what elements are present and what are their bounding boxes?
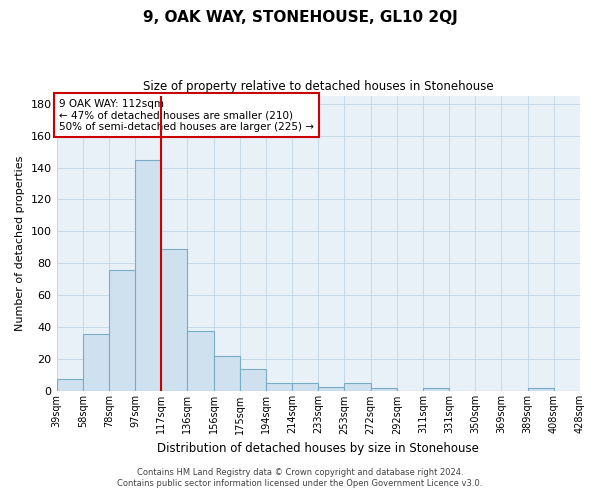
Bar bbox=[266, 384, 292, 392]
Bar bbox=[423, 388, 449, 392]
X-axis label: Distribution of detached houses by size in Stonehouse: Distribution of detached houses by size … bbox=[157, 442, 479, 455]
Text: 9, OAK WAY, STONEHOUSE, GL10 2QJ: 9, OAK WAY, STONEHOUSE, GL10 2QJ bbox=[143, 10, 457, 25]
Bar bbox=[240, 369, 266, 392]
Y-axis label: Number of detached properties: Number of detached properties bbox=[15, 156, 25, 331]
Bar bbox=[56, 378, 83, 392]
Bar bbox=[318, 386, 344, 392]
Bar bbox=[135, 160, 161, 392]
Bar bbox=[371, 388, 397, 392]
Bar bbox=[187, 330, 214, 392]
Title: Size of property relative to detached houses in Stonehouse: Size of property relative to detached ho… bbox=[143, 80, 494, 93]
Bar bbox=[214, 356, 240, 392]
Bar bbox=[109, 270, 135, 392]
Text: 9 OAK WAY: 112sqm
← 47% of detached houses are smaller (210)
50% of semi-detache: 9 OAK WAY: 112sqm ← 47% of detached hous… bbox=[59, 98, 314, 132]
Text: Contains HM Land Registry data © Crown copyright and database right 2024.
Contai: Contains HM Land Registry data © Crown c… bbox=[118, 468, 482, 487]
Bar bbox=[161, 249, 187, 392]
Bar bbox=[292, 384, 318, 392]
Bar bbox=[527, 388, 554, 392]
Bar bbox=[344, 384, 371, 392]
Bar bbox=[83, 334, 109, 392]
